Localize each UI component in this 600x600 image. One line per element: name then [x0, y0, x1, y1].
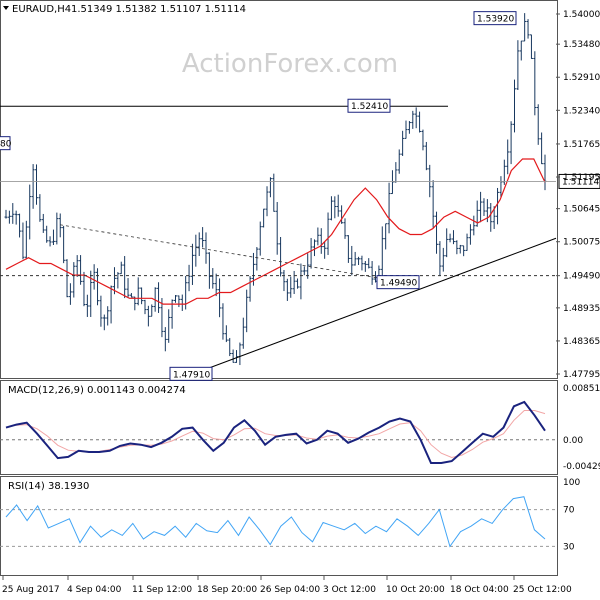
ohlc-values: 1.51349 1.51382 1.51107 1.51114 — [71, 4, 246, 15]
rsi-title: RSI(14) 38.1930 — [8, 481, 89, 492]
x-tick-label: 18 Oct 04:00 — [450, 585, 509, 595]
price-tick-label: 1.48935 — [563, 304, 600, 314]
price-tick-label: 1.51195 — [563, 173, 600, 183]
price-tick-label: 1.50075 — [563, 238, 600, 248]
price-tick-label: 1.54000 — [563, 10, 600, 20]
price-header: EURAUD,H4 1.51349 1.51382 1.51107 1.5111… — [3, 4, 246, 15]
macd-line — [5, 400, 546, 464]
price-tick-label: 1.50645 — [563, 205, 600, 215]
left-cut-label-box — [0, 136, 11, 151]
rsi-line — [5, 496, 546, 548]
rsi-layer: 100 70 30 — [0, 478, 580, 552]
macd-tick-label: -0.004296 — [563, 462, 600, 472]
level-label-box — [376, 275, 420, 290]
level-label: 1.53920 — [477, 15, 514, 25]
x-axis: 25 Aug 2017 4 Sep 04:00 11 Sep 12:00 18 Sep… — [2, 576, 572, 595]
left-cut-label: 80 — [0, 140, 12, 150]
current-price-label: 1.51114 — [562, 177, 599, 187]
macd-layer: 0.008517 0.00 -0.004296 — [0, 384, 600, 472]
moving-average-line — [5, 158, 546, 305]
x-tick-label: 4 Sep 04:00 — [67, 585, 122, 595]
x-tick-label: 25 Aug 2017 — [2, 585, 60, 595]
level-label: 1.49490 — [380, 279, 417, 289]
macd-tick-label: 0.00 — [563, 436, 583, 446]
price-tick-label: 1.49490 — [563, 272, 600, 282]
price-tick-label: 1.53480 — [563, 40, 600, 50]
macd-tick-label: 0.008517 — [563, 384, 600, 394]
price-tick-label: 1.48365 — [563, 337, 600, 347]
level-label: 1.52410 — [351, 102, 388, 112]
rsi-panel — [0, 476, 558, 576]
price-tick-label: 1.52910 — [563, 73, 600, 83]
price-overlays: 1.53920 1.52410 1.49490 1.47910 80 1.51114 — [0, 11, 600, 381]
dropdown-triangle-icon[interactable] — [3, 6, 9, 10]
price-panel — [0, 0, 558, 379]
watermark: ActionForex.com — [182, 49, 398, 79]
price-tick-label: 1.52340 — [563, 106, 600, 116]
price-axis: 1.54000 1.53480 1.52910 1.52340 1.51765 1.511… — [556, 10, 600, 380]
falling-dashed-trendline — [59, 224, 381, 279]
rising-trendline — [199, 237, 557, 372]
level-label-box — [473, 11, 517, 26]
level-label-box — [169, 366, 213, 381]
price-tick-label: 1.51765 — [563, 140, 600, 150]
rsi-tick-label: 30 — [563, 542, 575, 552]
x-tick-label: 11 Sep 12:00 — [132, 585, 192, 595]
x-tick-label: 26 Sep 04:00 — [260, 585, 320, 595]
rsi-tick-label: 70 — [563, 506, 575, 516]
current-price-box — [558, 173, 600, 189]
macd-title: MACD(12,26,9) 0.001143 0.004274 — [8, 385, 186, 396]
x-tick-label: 18 Sep 20:00 — [197, 585, 257, 595]
symbol-label: EURAUD,H4 — [12, 4, 71, 15]
x-tick-label: 10 Oct 20:00 — [386, 585, 445, 595]
price-bars — [4, 13, 547, 366]
rsi-tick-label: 100 — [563, 478, 580, 488]
macd-panel — [0, 380, 558, 475]
x-tick-label: 25 Oct 12:00 — [513, 585, 572, 595]
price-tick-label: 1.47795 — [563, 370, 600, 380]
x-tick-label: 3 Oct 12:00 — [323, 585, 376, 595]
level-label: 1.47910 — [173, 370, 210, 380]
level-label-box — [347, 98, 391, 113]
